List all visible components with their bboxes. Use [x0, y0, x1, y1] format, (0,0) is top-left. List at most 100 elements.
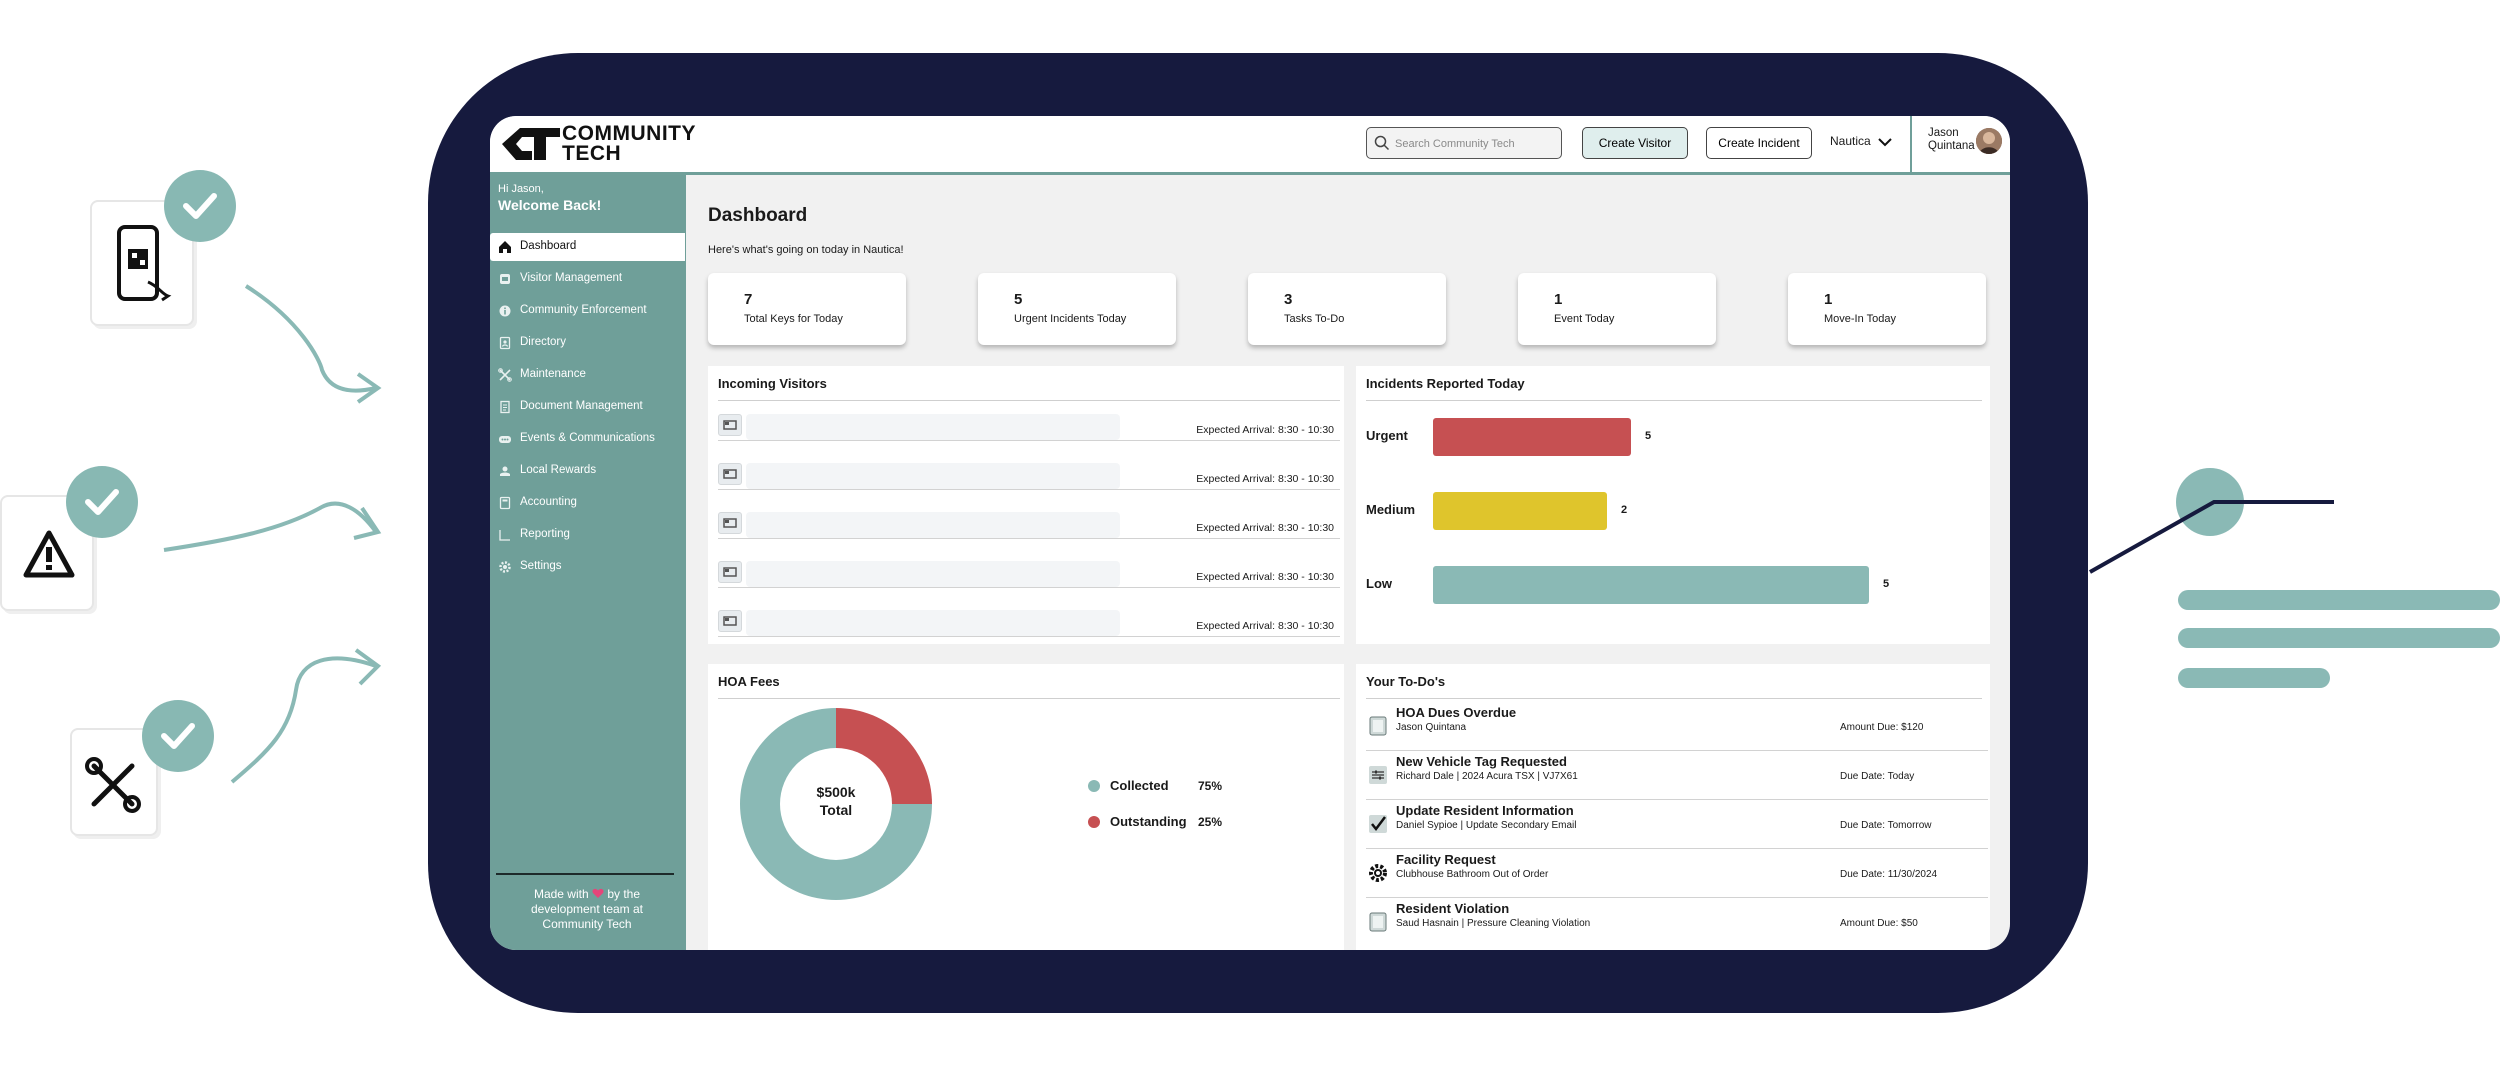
sidebar-item-events-communications[interactable]: Events & Communications — [490, 425, 685, 453]
visitor-row[interactable]: Expected Arrival: 8:30 - 10:30 — [718, 557, 1340, 588]
expected-arrival: Expected Arrival: 8:30 - 10:30 — [1196, 620, 1334, 632]
incident-value-low: 5 — [1883, 578, 1890, 590]
stat-card-move-in-today[interactable]: 1 Move-In Today — [1788, 273, 1986, 345]
header-divider — [1910, 116, 1912, 172]
incident-bar-urgent[interactable] — [1433, 418, 1631, 456]
visitor-name-placeholder — [746, 463, 1120, 489]
donut-center-value: $500k — [816, 784, 856, 800]
todo-row-resident-violation[interactable]: Resident Violation Saud Hasnain | Pressu… — [1366, 898, 1988, 946]
invoice-icon — [1369, 912, 1387, 932]
decorative-bar — [2178, 668, 2330, 688]
sidebar-item-label: Visitor Management — [520, 272, 623, 284]
home-icon — [499, 241, 511, 253]
user-name[interactable]: Jason Quintana — [1928, 127, 1988, 153]
gear-icon — [499, 561, 511, 573]
directory-icon — [499, 336, 511, 350]
visitor-row[interactable]: Expected Arrival: 8:30 - 10:30 — [718, 606, 1340, 637]
sidebar-item-visitor-management[interactable]: Visitor Management — [490, 265, 685, 293]
stat-value: 5 — [1014, 291, 1023, 308]
sidebar-item-local-rewards[interactable]: Local Rewards — [490, 457, 685, 485]
incident-bar-low[interactable] — [1433, 566, 1869, 604]
stat-value: 7 — [744, 291, 753, 308]
panel-title: Incidents Reported Today — [1366, 376, 1525, 391]
sidebar-item-label: Community Enforcement — [520, 304, 647, 316]
user-avatar-icon — [1976, 128, 2002, 154]
sidebar-item-label: Directory — [520, 336, 567, 348]
stat-value: 1 — [1554, 291, 1563, 308]
sidebar-footer: Made with by the development team at Com… — [500, 887, 674, 932]
sidebar-item-maintenance[interactable]: Maintenance — [490, 361, 685, 389]
incident-label-medium: Medium — [1366, 502, 1416, 517]
sidebar-item-dashboard[interactable]: Dashboard — [490, 233, 685, 261]
stat-card-total-keys[interactable]: 7 Total Keys for Today — [708, 273, 906, 345]
todo-due: Due Date: 11/30/2024 — [1840, 869, 1938, 880]
incident-value-medium: 2 — [1621, 504, 1628, 516]
tools-illustration-card — [70, 728, 158, 836]
hoa-donut-chart — [740, 708, 932, 900]
decorative-bar — [2178, 628, 2500, 648]
stat-label: Move-In Today — [1824, 313, 1896, 325]
create-incident-button[interactable]: Create Incident — [1706, 127, 1812, 159]
todo-due: Amount Due: $50 — [1840, 918, 1918, 929]
expected-arrival: Expected Arrival: 8:30 - 10:30 — [1196, 424, 1334, 436]
search-input[interactable] — [1393, 133, 1557, 155]
reporting-icon — [499, 530, 510, 541]
sidebar-item-label: Local Rewards — [520, 464, 597, 476]
visitor-row[interactable]: Expected Arrival: 8:30 - 10:30 — [718, 508, 1340, 539]
legend-dot-collected — [1088, 780, 1100, 792]
logo-line-2: TECH — [562, 142, 622, 165]
panel-title: Incoming Visitors — [718, 376, 827, 391]
visitor-row[interactable]: Expected Arrival: 8:30 - 10:30 — [718, 459, 1340, 490]
todo-row-hoa-dues[interactable]: HOA Dues Overdue Jason Quintana Amount D… — [1366, 702, 1988, 751]
visitor-name-placeholder — [746, 610, 1120, 636]
todo-title: Resident Violation — [1396, 901, 1510, 916]
avatar[interactable] — [1976, 128, 2002, 154]
incident-label-urgent: Urgent — [1366, 428, 1408, 443]
community-select[interactable]: Nautica — [1830, 134, 1892, 148]
todo-row-update-resident[interactable]: Update Resident Information Daniel Sypio… — [1366, 800, 1988, 849]
todo-row-facility-request[interactable]: Facility Request Clubhouse Bathroom Out … — [1366, 849, 1988, 898]
todo-due: Due Date: Tomorrow — [1840, 820, 1932, 831]
user-last-name: Quintana — [1928, 140, 1975, 152]
legend-pct-collected: 75% — [1198, 779, 1223, 793]
todo-title: Facility Request — [1396, 852, 1496, 867]
visitor-name-placeholder — [746, 561, 1120, 587]
visitor-row[interactable]: Expected Arrival: 8:30 - 10:30 — [718, 410, 1340, 441]
todo-due: Due Date: Today — [1840, 771, 1915, 782]
donut-center-label: Total — [819, 802, 853, 818]
stat-card-urgent-incidents[interactable]: 5 Urgent Incidents Today — [978, 273, 1176, 345]
search-box[interactable] — [1366, 127, 1562, 159]
stat-label: Tasks To-Do — [1284, 313, 1345, 325]
sidebar-item-directory[interactable]: Directory — [490, 329, 685, 357]
sidebar-item-document-management[interactable]: Document Management — [490, 393, 685, 421]
sidebar-item-label: Dashboard — [520, 240, 577, 252]
community-tech-logo-icon — [502, 128, 560, 160]
panel-divider — [718, 698, 1340, 699]
incidents-panel: Incidents Reported Today Urgent 5 Medium… — [1356, 366, 1990, 644]
sidebar-item-accounting[interactable]: Accounting — [490, 489, 685, 517]
expected-arrival: Expected Arrival: 8:30 - 10:30 — [1196, 473, 1334, 485]
sidebar: Hi Jason, Welcome Back! Dashboard Visito… — [490, 175, 686, 950]
create-visitor-button[interactable]: Create Visitor — [1582, 127, 1688, 159]
sidebar-divider — [496, 873, 674, 875]
warning-icon — [23, 530, 75, 578]
check-icon — [142, 700, 214, 772]
rewards-icon — [500, 466, 510, 476]
panel-title: Your To-Do's — [1366, 674, 1446, 689]
stat-value: 3 — [1284, 291, 1293, 308]
sidebar-item-settings[interactable]: Settings — [490, 553, 685, 581]
todo-subtitle: Daniel Sypioe | Update Secondary Email — [1396, 820, 1577, 831]
stat-card-event-today[interactable]: 1 Event Today — [1518, 273, 1716, 345]
todo-row-vehicle-tag[interactable]: New Vehicle Tag Requested Richard Dale |… — [1366, 751, 1988, 800]
vehicle-tag-icon — [1369, 766, 1387, 784]
legend-dot-outstanding — [1088, 816, 1100, 828]
stat-card-tasks-todo[interactable]: 3 Tasks To-Do — [1248, 273, 1446, 345]
todo-subtitle: Richard Dale | 2024 Acura TSX | VJ7X61 — [1396, 771, 1578, 782]
sidebar-item-reporting[interactable]: Reporting — [490, 521, 685, 549]
stat-label: Total Keys for Today — [744, 313, 843, 325]
check-icon — [66, 466, 138, 538]
welcome-text: Welcome Back! — [498, 197, 602, 213]
sidebar-item-community-enforcement[interactable]: Community Enforcement — [490, 297, 685, 325]
top-header: COMMUNITY TECH Create Visitor Create Inc… — [490, 116, 2010, 175]
incident-bar-medium[interactable] — [1433, 492, 1607, 530]
